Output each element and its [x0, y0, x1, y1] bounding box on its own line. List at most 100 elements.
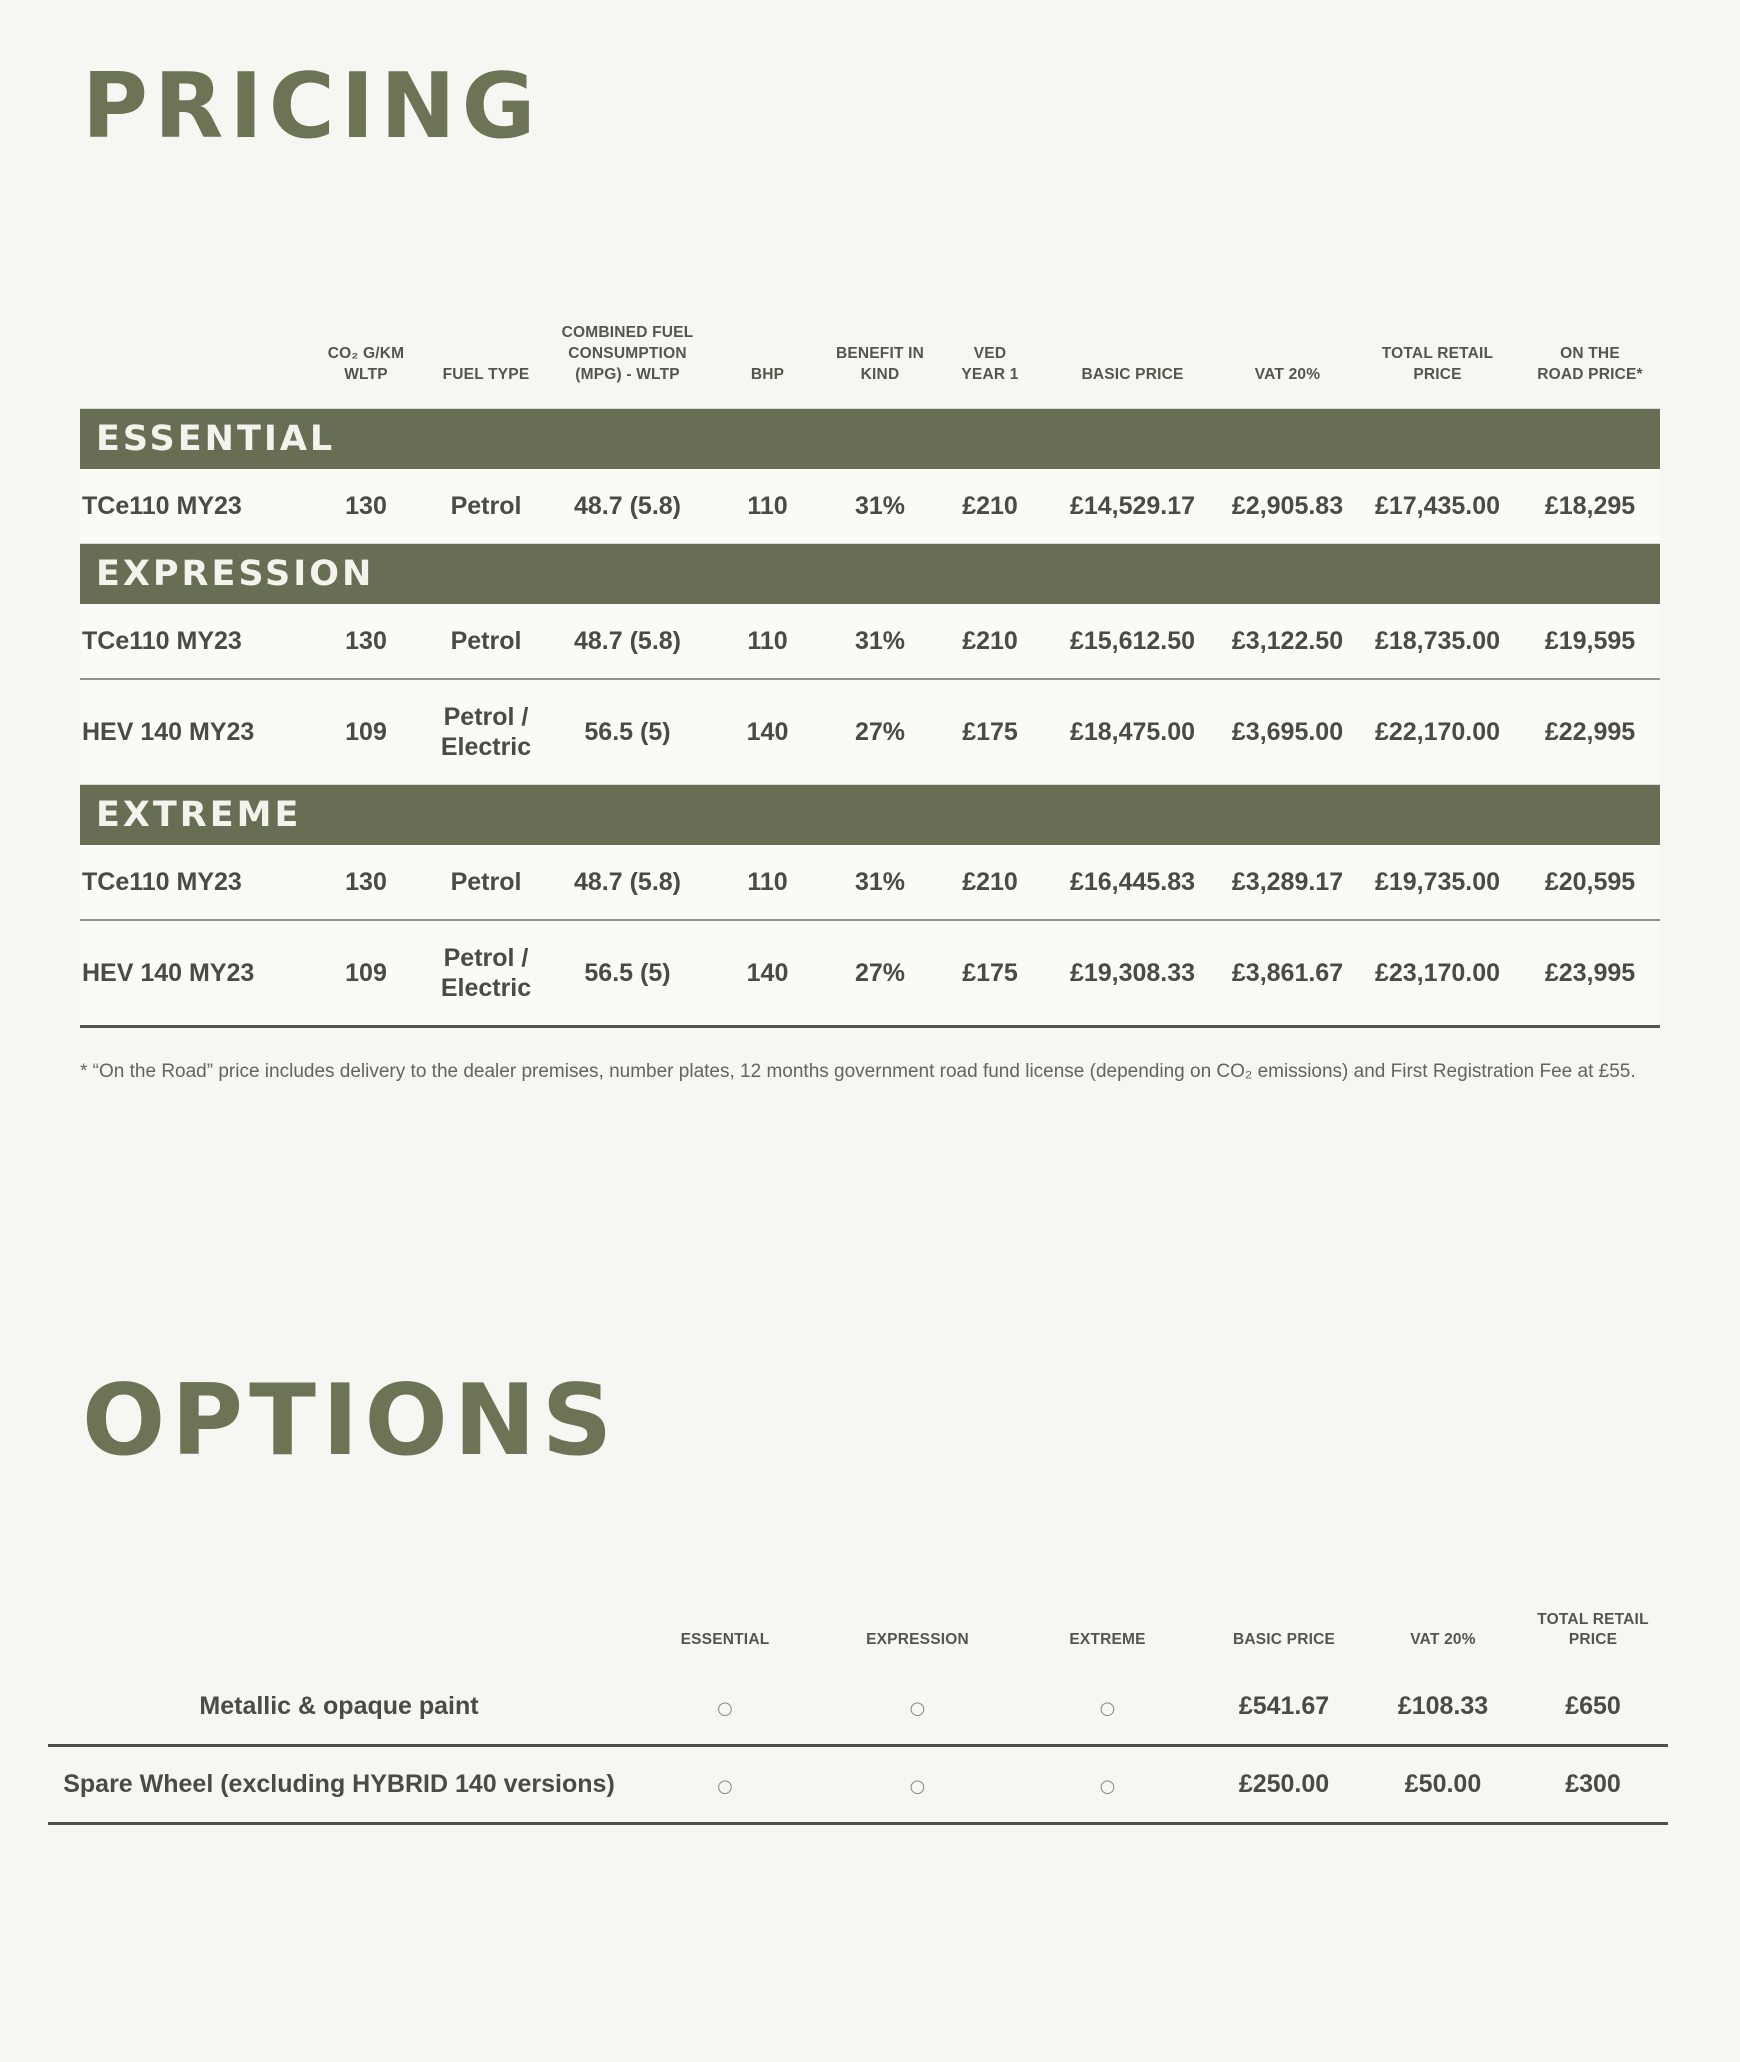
- table-row-expression-hev140: HEV 140 MY23 109 Petrol / Electric 56.5 …: [80, 678, 1660, 785]
- cell-co2: 109: [305, 919, 427, 1028]
- column-header-co2: CO₂ G/KM WLTP: [327, 345, 405, 384]
- cell-on-the-road-price: £19,595: [1544, 627, 1636, 655]
- column-header-benefit-in-kind: BENEFIT IN KIND: [835, 345, 925, 384]
- cell-basic-price: £16,445.83: [1069, 868, 1196, 896]
- brochure-page: { "titles": { "pricing": "PRICING", "opt…: [0, 62, 1740, 2062]
- cell-co2: 130: [345, 627, 387, 655]
- cell-model: TCe110 MY23: [82, 492, 242, 520]
- pricing-table: CO₂ G/KM WLTP FUEL TYPE COMBINED FUEL CO…: [80, 280, 1660, 1028]
- option-availability-cell: ○: [1015, 1745, 1200, 1826]
- option-available-icon: ○: [717, 1776, 733, 1798]
- cell-benefit-in-kind: 27%: [825, 919, 935, 1028]
- cell-ved: £210: [962, 492, 1018, 520]
- cell-bhp: 110: [747, 492, 788, 520]
- cell-vat: £3,695.00: [1220, 678, 1355, 785]
- cell-ved: £210: [962, 627, 1018, 655]
- option-available-icon: ○: [717, 1698, 733, 1720]
- cell-fuel-type: Petrol: [450, 627, 522, 655]
- section-banner-label: ESSENTIAL: [96, 419, 336, 459]
- section-banner-label: EXPRESSION: [96, 554, 375, 594]
- cell-ved: £210: [962, 868, 1018, 896]
- cell-co2: 130: [345, 492, 387, 520]
- option-available-icon: ○: [1099, 1698, 1116, 1720]
- option-label: Spare Wheel (excluding HYBRID 140 versio…: [48, 1745, 630, 1826]
- cell-vat: £3,861.67: [1220, 919, 1355, 1028]
- table-row-extreme-hev140: HEV 140 MY23 109 Petrol / Electric 56.5 …: [80, 919, 1660, 1028]
- section-banner-essential: ESSENTIAL: [80, 408, 1660, 469]
- option-availability-cell: ○: [630, 1745, 820, 1826]
- section-banner-expression: EXPRESSION: [80, 543, 1660, 604]
- column-header-vat: VAT 20%: [1410, 1631, 1476, 1649]
- column-header-vat: VAT 20%: [1254, 366, 1321, 384]
- options-header-row: ESSENTIAL EXPRESSION EXTREME BASIC PRICE…: [48, 1610, 1668, 1670]
- cell-fuel-type: Petrol: [450, 868, 522, 896]
- cell-vat: £3,122.50: [1231, 627, 1344, 655]
- section-banner-cell: EXTREME: [80, 784, 1660, 845]
- cell-bhp: 110: [747, 627, 788, 655]
- cell-ved: £175: [935, 919, 1045, 1028]
- cell-basic-price: £250.00: [1200, 1745, 1368, 1826]
- cell-co2: 130: [345, 868, 387, 896]
- cell-vat: £2,905.83: [1231, 492, 1344, 520]
- cell-basic-price: £15,612.50: [1069, 627, 1196, 655]
- column-header-expression: EXPRESSION: [866, 1631, 969, 1649]
- cell-vat: £108.33: [1368, 1669, 1518, 1748]
- section-banner-cell: EXPRESSION: [80, 543, 1660, 604]
- option-row-metallic-paint: Metallic & opaque paint ○ ○ ○ £541.67 £1…: [48, 1669, 1668, 1748]
- cell-model: TCe110 MY23: [82, 627, 242, 655]
- column-header-option-label: [48, 1610, 630, 1670]
- option-label: Metallic & opaque paint: [48, 1669, 630, 1748]
- column-header-fuel-type: FUEL TYPE: [442, 366, 530, 384]
- option-availability-cell: ○: [820, 1745, 1015, 1826]
- table-row-essential-tce110: TCe110 MY23 130 Petrol 48.7 (5.8) 110 31…: [80, 469, 1660, 544]
- column-header-total-retail-price: TOTAL RETAIL PRICE: [1381, 345, 1494, 384]
- on-the-road-footnote: * “On the Road” price includes delivery …: [80, 1061, 1636, 1082]
- cell-bhp: 110: [747, 868, 788, 896]
- cell-benefit-in-kind: 31%: [854, 492, 906, 520]
- column-header-essential: ESSENTIAL: [680, 1631, 770, 1649]
- cell-mpg: 48.7 (5.8): [573, 492, 681, 520]
- cell-ved: £175: [935, 678, 1045, 785]
- cell-fuel-type: Petrol: [450, 492, 522, 520]
- cell-mpg: 48.7 (5.8): [573, 868, 681, 896]
- cell-fuel-type: Petrol / Electric: [427, 919, 545, 1028]
- cell-benefit-in-kind: 31%: [854, 627, 906, 655]
- cell-basic-price: £14,529.17: [1069, 492, 1196, 520]
- cell-on-the-road-price: £20,595: [1544, 868, 1636, 896]
- cell-vat: £3,289.17: [1231, 868, 1344, 896]
- cell-mpg: 48.7 (5.8): [573, 627, 681, 655]
- option-available-icon: ○: [909, 1776, 926, 1798]
- column-header-bhp: BHP: [750, 366, 785, 384]
- cell-total-retail-price: £650: [1518, 1669, 1668, 1748]
- option-available-icon: ○: [909, 1698, 926, 1720]
- column-header-ved-year-1: VED YEAR 1: [961, 345, 1019, 384]
- options-title: OPTIONS: [82, 1363, 619, 1478]
- section-banner-label: EXTREME: [96, 795, 302, 835]
- cell-model: HEV 140 MY23: [80, 919, 305, 1028]
- section-banner-cell: ESSENTIAL: [80, 408, 1660, 469]
- column-header-on-the-road-price: ON THE ROAD PRICE*: [1537, 345, 1643, 384]
- cell-vat: £50.00: [1368, 1745, 1518, 1826]
- cell-fuel-type: Petrol / Electric: [427, 678, 545, 785]
- cell-on-the-road-price: £23,995: [1520, 919, 1660, 1028]
- cell-mpg: 56.5 (5): [545, 919, 710, 1028]
- cell-total-retail-price: £22,170.00: [1355, 678, 1520, 785]
- cell-on-the-road-price: £18,295: [1544, 492, 1636, 520]
- column-header-basic-price: BASIC PRICE: [1081, 366, 1184, 384]
- cell-total-retail-price: £18,735.00: [1374, 627, 1501, 655]
- cell-total-retail-price: £19,735.00: [1374, 868, 1501, 896]
- options-table: ESSENTIAL EXPRESSION EXTREME BASIC PRICE…: [48, 1610, 1668, 1826]
- cell-total-retail-price: £300: [1518, 1745, 1668, 1826]
- pricing-title: PRICING: [82, 54, 542, 159]
- column-header-combined-fuel-consumption: COMBINED FUEL CONSUMPTION (MPG) - WLTP: [561, 324, 694, 384]
- cell-total-retail-price: £17,435.00: [1374, 492, 1501, 520]
- table-row-extreme-tce110: TCe110 MY23 130 Petrol 48.7 (5.8) 110 31…: [80, 845, 1660, 920]
- option-availability-cell: ○: [820, 1669, 1015, 1748]
- cell-co2: 109: [305, 678, 427, 785]
- cell-basic-price: £18,475.00: [1045, 678, 1220, 785]
- cell-benefit-in-kind: 31%: [854, 868, 906, 896]
- column-header-total-retail-price: TOTAL RETAIL PRICE: [1537, 1610, 1649, 1649]
- option-available-icon: ○: [1099, 1776, 1116, 1798]
- option-availability-cell: ○: [630, 1669, 820, 1748]
- column-header-model: [80, 280, 305, 409]
